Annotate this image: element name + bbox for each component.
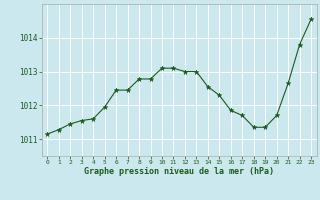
- X-axis label: Graphe pression niveau de la mer (hPa): Graphe pression niveau de la mer (hPa): [84, 167, 274, 176]
